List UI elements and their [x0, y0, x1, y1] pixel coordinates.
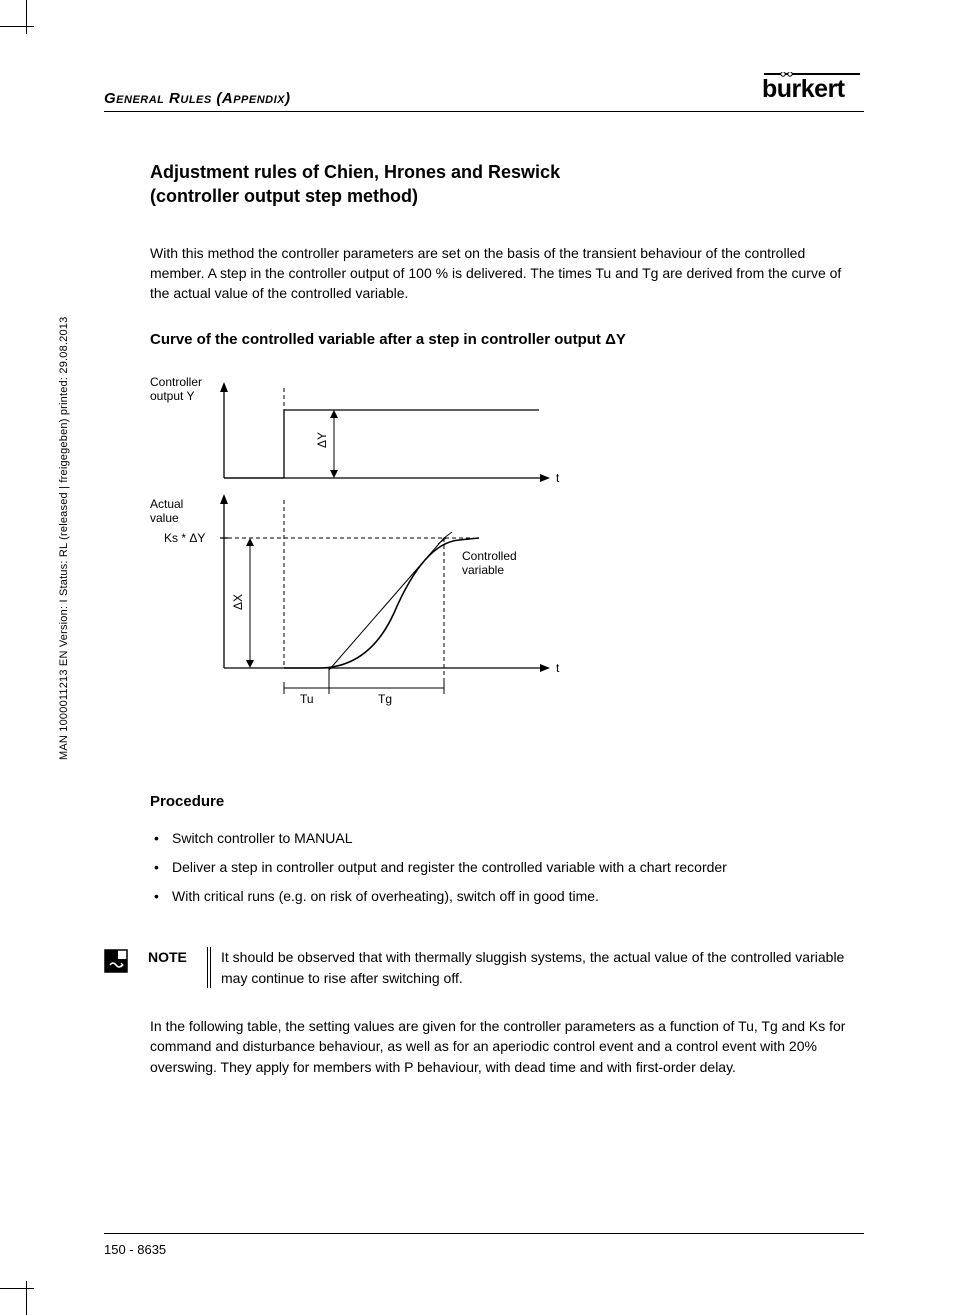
note-body: It should be observed that with thermall… [210, 947, 854, 988]
title-line2: (controller output step method) [150, 186, 418, 206]
step-response-diagram: Controlleroutput Y t ΔY Actualv [144, 368, 854, 733]
note-icon [104, 949, 128, 973]
section-title: General Rules (Appendix) [104, 90, 291, 107]
page-footer: 150 - 8635 [104, 1233, 864, 1257]
label-tg: Tg [378, 692, 392, 706]
label-t-bottom: t [556, 661, 560, 675]
list-item: Deliver a step in controller output and … [150, 857, 854, 878]
crop-mark [0, 26, 34, 27]
label-t-top: t [556, 471, 560, 485]
label-controlled-variable: Controlledvariable [462, 549, 517, 577]
label-actual: Actualvalue [150, 497, 183, 525]
curve-heading: Curve of the controlled variable after a… [150, 331, 854, 348]
side-metadata: MAN 1000011213 EN Version: I Status: RL … [58, 317, 70, 760]
list-item: Switch controller to MANUAL [150, 828, 854, 849]
crop-mark [26, 0, 27, 34]
intro-paragraph: With this method the controller paramete… [150, 243, 854, 304]
label-delta-y: ΔY [315, 432, 329, 448]
procedure-heading: Procedure [150, 793, 854, 810]
procedure-list: Switch controller to MANUAL Deliver a st… [150, 828, 854, 907]
label-delta-x: ΔX [231, 594, 245, 610]
svg-text:burkert: burkert [762, 75, 846, 102]
crop-mark [26, 1281, 27, 1315]
brand-logo: burkert [760, 72, 864, 109]
note-block: NOTE It should be observed that with the… [104, 947, 854, 988]
label-controller: Controlleroutput Y [150, 375, 202, 403]
list-item: With critical runs (e.g. on risk of over… [150, 886, 854, 907]
title-line1: Adjustment rules of Chien, Hrones and Re… [150, 162, 560, 182]
label-tu: Tu [300, 692, 314, 706]
page-title: Adjustment rules of Chien, Hrones and Re… [150, 160, 854, 209]
closing-paragraph: In the following table, the setting valu… [150, 1016, 854, 1077]
label-ks: Ks * ΔY [164, 531, 205, 545]
note-label: NOTE [148, 949, 210, 965]
page-header: General Rules (Appendix) burkert [104, 70, 864, 112]
crop-mark [0, 1288, 34, 1289]
